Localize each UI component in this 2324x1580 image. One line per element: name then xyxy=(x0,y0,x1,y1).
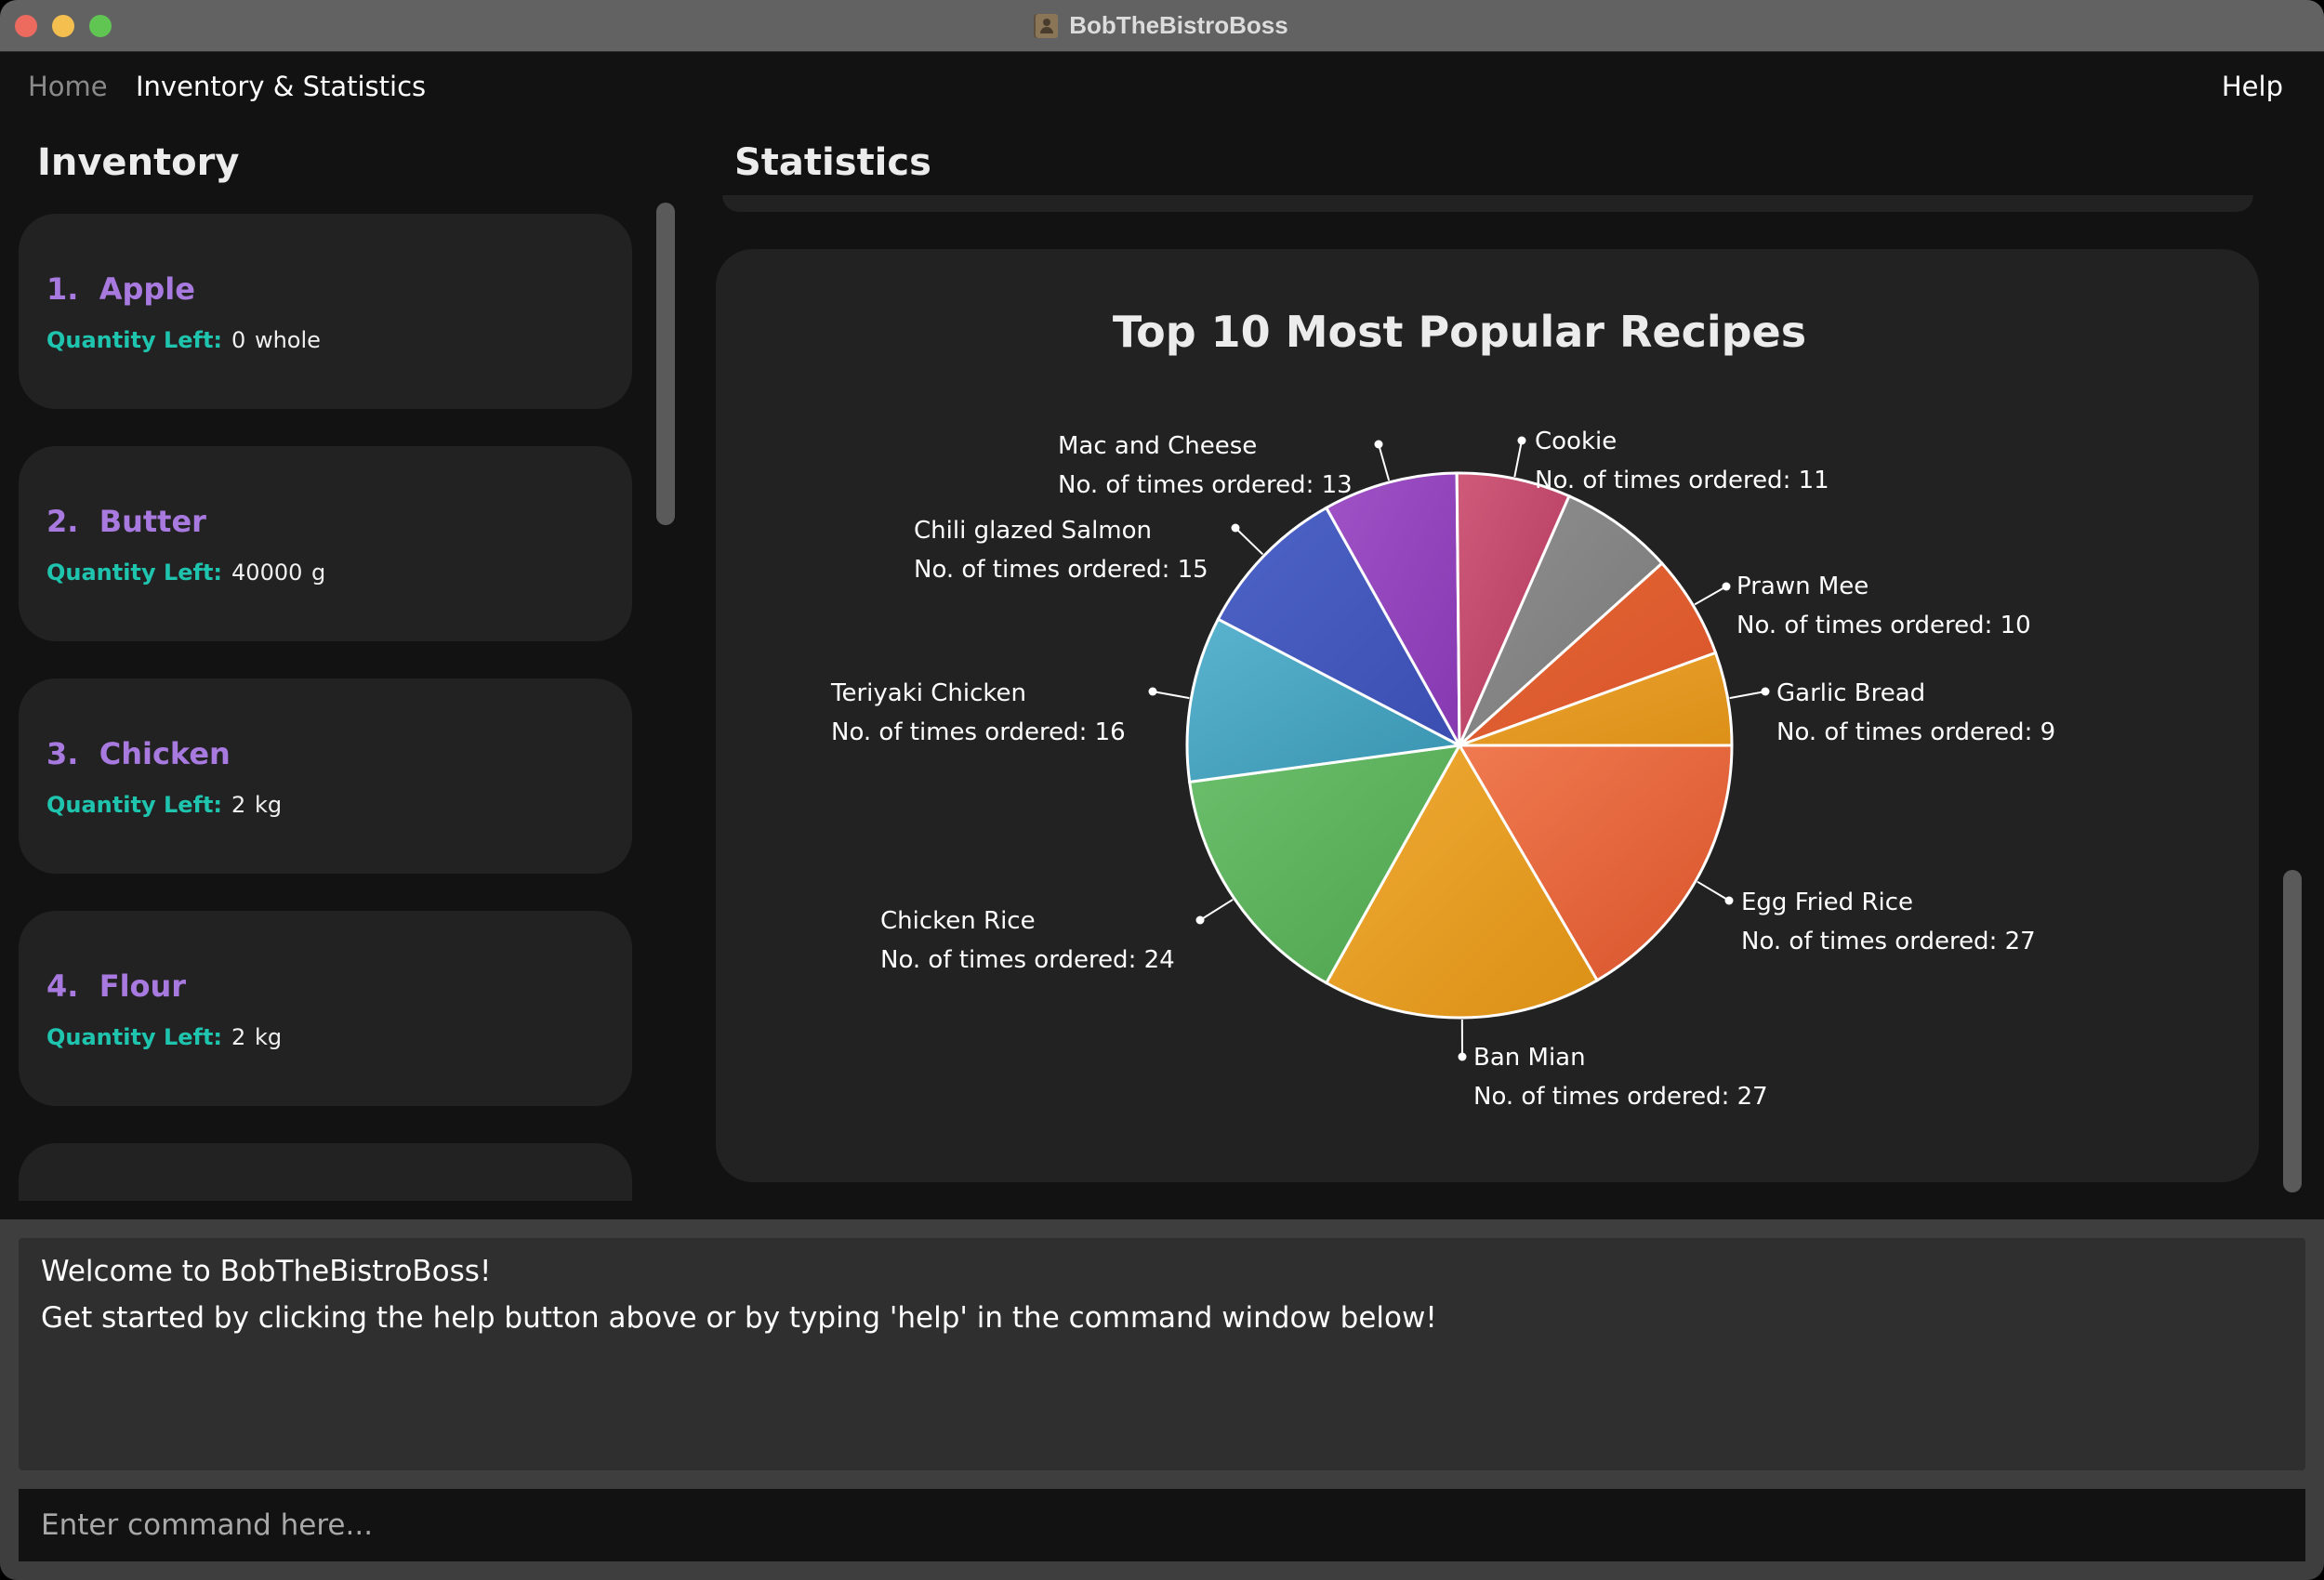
command-input[interactable] xyxy=(19,1489,2305,1561)
menu-help[interactable]: Help xyxy=(2221,71,2283,102)
pie-label: Cookie No. of times ordered: 11 xyxy=(1535,422,1829,500)
inventory-item-title: 4. Flour xyxy=(46,968,187,1004)
pie-slice-cookie[interactable] xyxy=(1455,471,1571,746)
contacts-icon xyxy=(1036,13,1059,38)
inventory-item-quantity: Quantity Left: 0 whole xyxy=(46,327,321,353)
result-display: Welcome to BobTheBistroBoss! Get started… xyxy=(19,1238,2305,1470)
menu-bar: Home Inventory & Statistics Help xyxy=(0,52,2324,136)
leader-dot xyxy=(1458,1052,1467,1061)
leader-line xyxy=(1729,691,1766,700)
pie-slice-garlic-bread[interactable] xyxy=(1459,651,1734,747)
inventory-card[interactable]: 4. Flour Quantity Left: 2 kg xyxy=(19,911,632,1106)
minimize-window-button[interactable] xyxy=(52,15,74,37)
pie-label: Chili glazed Salmon No. of times ordered:… xyxy=(914,511,1208,589)
inventory-list[interactable]: 1. Apple Quantity Left: 0 whole 2. Butter… xyxy=(0,203,688,1201)
pie-label: Ban Mian No. of times ordered: 27 xyxy=(1473,1038,1768,1116)
pie-slice-egg-fried-rice[interactable] xyxy=(1457,744,1734,982)
pie-slice-chicken-rice[interactable] xyxy=(1187,744,1462,985)
result-line-instructions: Get started by clicking the help button … xyxy=(41,1301,1437,1335)
leader-dot xyxy=(1148,687,1157,696)
leader-line xyxy=(1199,899,1234,921)
pie-slice-mac-and-cheese[interactable] xyxy=(1324,471,1461,746)
pie-slice-teriyaki-chicken[interactable] xyxy=(1185,617,1464,784)
pie-label-count: No. of times ordered: 10 xyxy=(1736,612,2031,639)
pie-label-name: Egg Fried Rice xyxy=(1741,889,1914,916)
leader-line xyxy=(1697,880,1730,902)
pie-label-name: Teriyaki Chicken xyxy=(831,679,1026,707)
inventory-item-quantity: Quantity Left: 2 kg xyxy=(46,792,283,818)
pie-slice-chili-glazed-salmon[interactable] xyxy=(1216,506,1463,749)
leader-dot xyxy=(1724,896,1734,905)
bottom-panel: Welcome to BobTheBistroBoss! Get started… xyxy=(0,1219,2324,1580)
statistics-card-clipped xyxy=(722,195,2253,212)
pie-label-name: Mac and Cheese xyxy=(1058,432,1258,460)
inventory-card[interactable]: 1. Apple Quantity Left: 0 whole xyxy=(19,214,632,409)
inventory-card[interactable]: 3. Chicken Quantity Left: 2 kg xyxy=(19,678,632,874)
pie-label-count: No. of times ordered: 13 xyxy=(1058,471,1353,499)
window-title: BobTheBistroBoss xyxy=(1069,11,1288,39)
pie-label-count: No. of times ordered: 24 xyxy=(880,946,1175,974)
pie-label: Teriyaki Chicken No. of times ordered: 16 xyxy=(831,674,1126,752)
close-window-button[interactable] xyxy=(15,15,37,37)
inventory-item-title: 3. Chicken xyxy=(46,736,231,771)
pie-label: Prawn Mee No. of times ordered: 10 xyxy=(1736,567,2031,645)
leader-dot xyxy=(1195,915,1205,925)
pie-label-name: Chicken Rice xyxy=(880,907,1036,935)
leader-dot xyxy=(1374,440,1383,449)
title-bar: BobTheBistroBoss xyxy=(0,0,2324,52)
pie-label-count: No. of times ordered: 15 xyxy=(914,556,1208,584)
pie-label: Chicken Rice No. of times ordered: 24 xyxy=(880,902,1175,980)
pie-label-name: Garlic Bread xyxy=(1776,679,1926,707)
leader-dot xyxy=(1761,687,1770,696)
pie-label-name: Prawn Mee xyxy=(1736,573,1869,600)
inventory-scrollbar[interactable] xyxy=(656,203,675,525)
leader-dot xyxy=(1231,523,1240,533)
pie-label: Mac and Cheese No. of times ordered: 13 xyxy=(1058,427,1353,505)
pie-label-count: No. of times ordered: 16 xyxy=(831,718,1126,746)
inventory-card[interactable]: 2. Butter Quantity Left: 40000 g xyxy=(19,446,632,641)
inventory-item-quantity: Quantity Left: 40000 g xyxy=(46,560,326,586)
pie-label: Garlic Bread No. of times ordered: 9 xyxy=(1776,674,2055,752)
leader-dot xyxy=(1722,582,1731,591)
pie-label-name: Ban Mian xyxy=(1473,1044,1586,1072)
menu-home[interactable]: Home xyxy=(28,71,108,102)
leader-line xyxy=(1694,586,1727,606)
inventory-item-title: 1. Apple xyxy=(46,271,195,307)
pie-label-name: Chili glazed Salmon xyxy=(914,517,1153,545)
leader-dot xyxy=(1517,436,1526,445)
pie-label-name: Cookie xyxy=(1535,428,1618,455)
leader-line xyxy=(1513,440,1523,478)
pie-slice-unlabeled[interactable] xyxy=(1458,494,1664,747)
menu-inventory-statistics[interactable]: Inventory & Statistics xyxy=(136,71,427,102)
pie-label-count: No. of times ordered: 27 xyxy=(1741,928,2036,955)
result-line-welcome: Welcome to BobTheBistroBoss! xyxy=(41,1255,492,1288)
inventory-heading: Inventory xyxy=(37,141,240,184)
pie-label-count: No. of times ordered: 11 xyxy=(1535,467,1829,494)
leader-line xyxy=(1152,691,1190,700)
statistics-scrollbar[interactable] xyxy=(2283,870,2302,1192)
inventory-item-title: 2. Butter xyxy=(46,504,206,539)
pie-label-count: No. of times ordered: 27 xyxy=(1473,1083,1768,1111)
statistics-heading: Statistics xyxy=(734,141,931,184)
inventory-card[interactable] xyxy=(19,1143,632,1201)
leader-line xyxy=(1235,527,1264,556)
pie-label-count: No. of times ordered: 9 xyxy=(1776,718,2056,746)
inventory-item-quantity: Quantity Left: 2 kg xyxy=(46,1024,283,1050)
pie-label: Egg Fried Rice No. of times ordered: 27 xyxy=(1741,883,2036,961)
leader-line xyxy=(1378,443,1391,481)
pie-slice-ban-mian[interactable] xyxy=(1324,742,1600,1020)
maximize-window-button[interactable] xyxy=(89,15,112,37)
chart-title: Top 10 Most Popular Recipes xyxy=(1112,307,1807,357)
